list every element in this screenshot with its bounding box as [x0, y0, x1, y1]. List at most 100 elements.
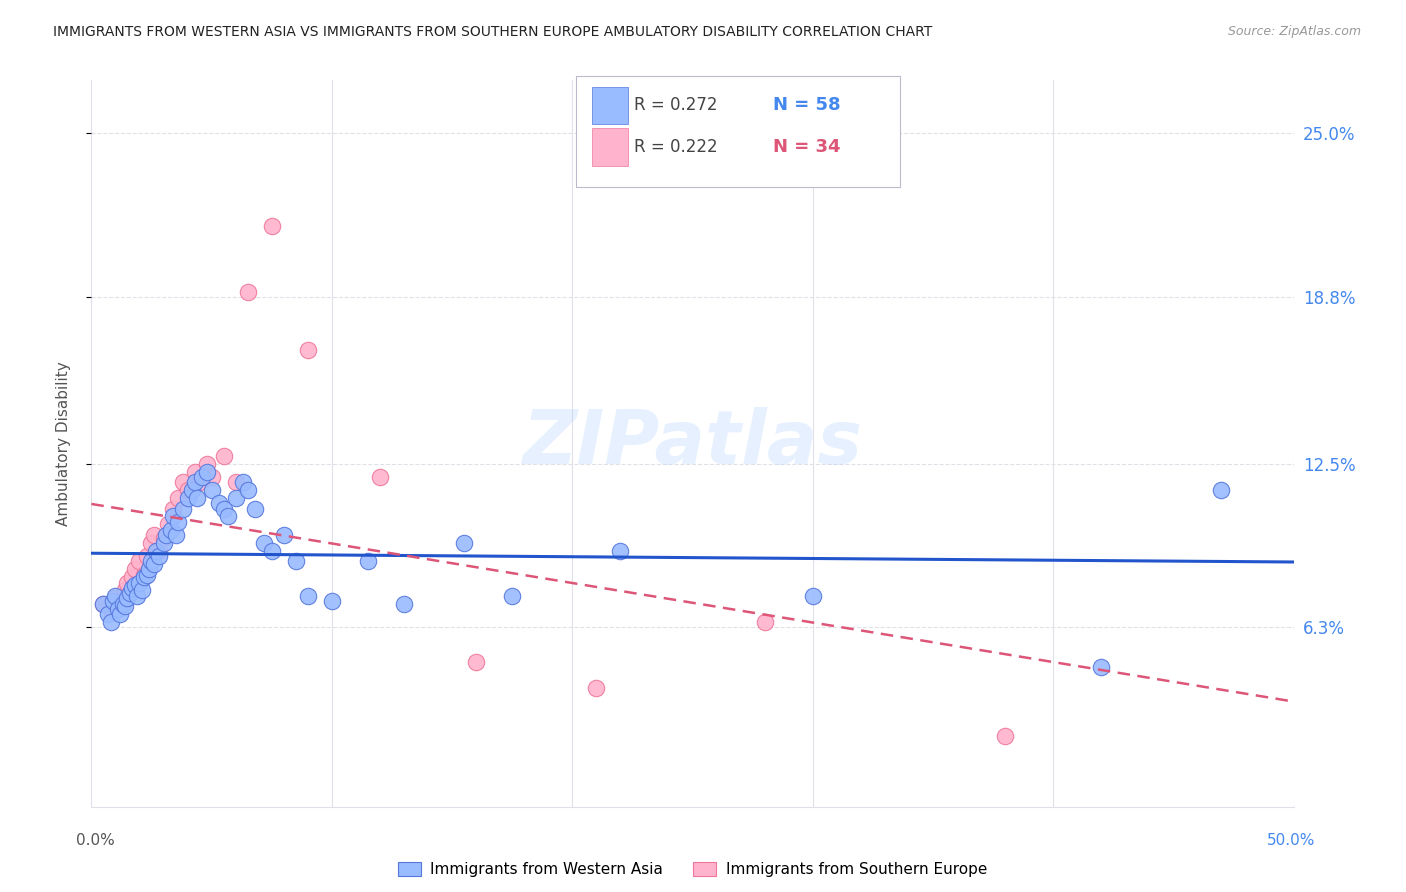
Point	[186, 491, 208, 505]
Point	[121, 570, 143, 584]
Point	[165, 528, 187, 542]
Point	[110, 594, 132, 608]
Point	[232, 475, 254, 489]
Point	[201, 470, 224, 484]
Point	[157, 517, 180, 532]
Point	[236, 285, 259, 299]
Point	[152, 531, 174, 545]
Point	[260, 544, 283, 558]
Point	[100, 602, 122, 616]
Point	[152, 536, 174, 550]
Point	[994, 729, 1017, 743]
Point	[167, 515, 190, 529]
Point	[162, 509, 184, 524]
Point	[212, 449, 235, 463]
Point	[138, 562, 160, 576]
Text: 50.0%: 50.0%	[1267, 833, 1315, 847]
Point	[181, 483, 204, 497]
Point	[104, 591, 127, 606]
Point	[141, 554, 163, 568]
Point	[148, 544, 170, 558]
Point	[184, 475, 207, 489]
Point	[260, 219, 283, 233]
Text: 0.0%: 0.0%	[76, 833, 115, 847]
Point	[321, 594, 343, 608]
Point	[111, 597, 134, 611]
Point	[208, 496, 231, 510]
Point	[93, 597, 115, 611]
Point	[801, 589, 824, 603]
Point	[195, 457, 218, 471]
Point	[212, 501, 235, 516]
Point	[284, 554, 307, 568]
Point	[134, 570, 156, 584]
Point	[125, 589, 148, 603]
Point	[101, 594, 124, 608]
Point	[117, 591, 139, 606]
Point	[1211, 483, 1233, 497]
Point	[155, 528, 177, 542]
Point	[357, 554, 380, 568]
Point	[135, 567, 157, 582]
Y-axis label: Ambulatory Disability: Ambulatory Disability	[56, 361, 70, 526]
Point	[273, 528, 295, 542]
Point	[201, 483, 224, 497]
Point	[134, 567, 156, 582]
Point	[754, 615, 776, 630]
Point	[124, 578, 146, 592]
Text: Source: ZipAtlas.com: Source: ZipAtlas.com	[1227, 25, 1361, 38]
Point	[104, 589, 127, 603]
Point	[97, 607, 120, 622]
Point	[225, 475, 247, 489]
Point	[124, 562, 146, 576]
Point	[117, 575, 139, 590]
Point	[128, 575, 150, 590]
Point	[297, 343, 319, 357]
Point	[93, 597, 115, 611]
Point	[159, 523, 181, 537]
Point	[1090, 660, 1112, 674]
Point	[135, 549, 157, 563]
Text: R = 0.222: R = 0.222	[634, 138, 717, 156]
Point	[110, 607, 132, 622]
Point	[236, 483, 259, 497]
Legend: Immigrants from Western Asia, Immigrants from Southern Europe: Immigrants from Western Asia, Immigrants…	[392, 856, 993, 883]
Point	[195, 465, 218, 479]
Point	[217, 509, 239, 524]
Point	[162, 501, 184, 516]
Point	[585, 681, 607, 696]
Text: R = 0.272: R = 0.272	[634, 96, 717, 114]
Text: N = 34: N = 34	[773, 138, 841, 156]
Point	[142, 528, 165, 542]
Point	[118, 586, 141, 600]
Point	[392, 597, 415, 611]
Point	[131, 583, 153, 598]
Point	[188, 475, 211, 489]
Point	[501, 589, 523, 603]
Text: N = 58: N = 58	[773, 96, 841, 114]
Point	[368, 470, 391, 484]
Point	[609, 544, 631, 558]
Point	[465, 655, 488, 669]
Point	[453, 536, 475, 550]
Point	[148, 549, 170, 563]
Point	[172, 501, 194, 516]
Point	[145, 544, 167, 558]
Point	[176, 483, 198, 497]
Point	[184, 465, 207, 479]
Point	[297, 589, 319, 603]
Text: IMMIGRANTS FROM WESTERN ASIA VS IMMIGRANTS FROM SOUTHERN EUROPE AMBULATORY DISAB: IMMIGRANTS FROM WESTERN ASIA VS IMMIGRAN…	[53, 25, 932, 39]
Point	[141, 536, 163, 550]
Point	[100, 615, 122, 630]
Point	[176, 491, 198, 505]
Point	[167, 491, 190, 505]
Point	[225, 491, 247, 505]
Point	[128, 554, 150, 568]
Text: ZIPatlas: ZIPatlas	[523, 408, 862, 480]
Point	[172, 475, 194, 489]
Point	[253, 536, 276, 550]
Point	[121, 581, 143, 595]
Point	[191, 470, 214, 484]
Point	[142, 557, 165, 571]
Point	[114, 599, 136, 614]
